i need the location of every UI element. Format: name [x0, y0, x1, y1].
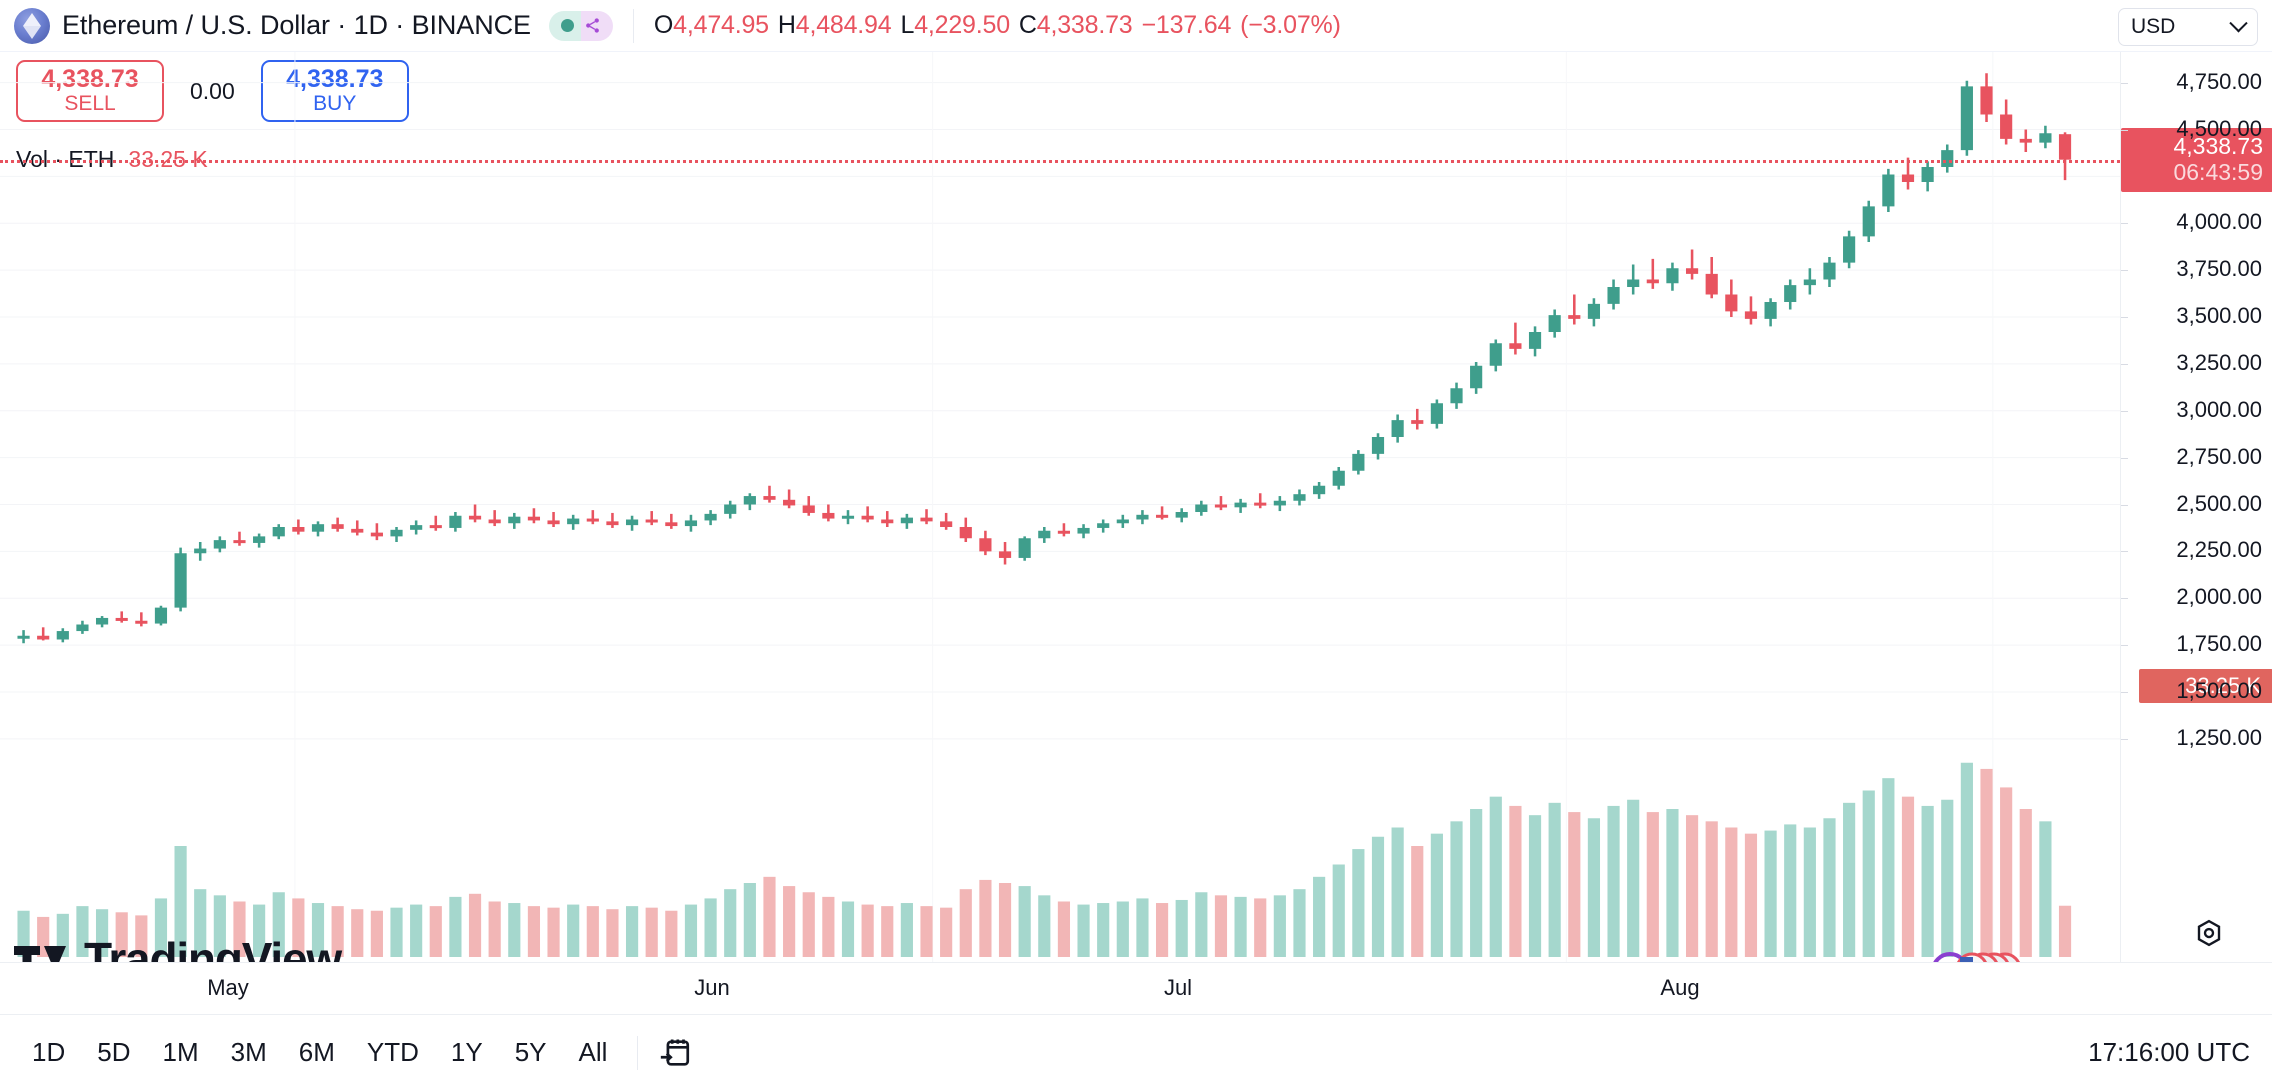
- price-axis-tick: [2121, 738, 2128, 740]
- timeframe-6m-button[interactable]: 6M: [298, 1037, 335, 1067]
- volume-legend-value: 33.25 K: [128, 146, 208, 172]
- price-axis-label: 1,500.00: [2176, 678, 2262, 703]
- price-axis-tick: [2121, 504, 2128, 506]
- price-axis-tick: [2121, 645, 2128, 647]
- timeframe-1y-button[interactable]: 1Y: [450, 1037, 483, 1067]
- current-price-value: 4,338.73: [2173, 132, 2263, 159]
- price-axis-tick: [2121, 270, 2128, 272]
- header-divider: [632, 8, 634, 43]
- price-axis-tick: [2121, 410, 2128, 412]
- symbol-title[interactable]: Ethereum / U.S. Dollar · 1D · BINANCE: [62, 10, 531, 40]
- price-axis-tick: [2121, 82, 2128, 84]
- volume-legend[interactable]: Vol · ETH 33.25 K: [16, 146, 208, 173]
- change-absolute: −137.64: [1141, 11, 1232, 39]
- price-axis-label: 1,750.00: [2176, 631, 2262, 657]
- toolbar-divider: [637, 1035, 639, 1070]
- spread-value: 0.00: [190, 77, 235, 104]
- sell-label: SELL: [64, 92, 116, 116]
- price-axis-tick: [2121, 363, 2128, 365]
- price-axis-label: 2,750.00: [2176, 443, 2262, 469]
- timeframe-buttons: 1D 5D 1M 3M 6M YTD 1Y 5Y All: [16, 1031, 623, 1074]
- current-price-line: [0, 159, 2120, 163]
- price-axis-label: 3,000.00: [2176, 396, 2262, 422]
- chart-header: Ethereum / U.S. Dollar · 1D · BINANCE O4…: [0, 0, 2272, 52]
- current-price-badge: 4,338.73 06:43:59: [2121, 127, 2272, 192]
- buy-button[interactable]: 4,338.73 BUY: [260, 60, 409, 122]
- timeframe-1d-button[interactable]: 1D: [32, 1037, 66, 1067]
- buy-label: BUY: [313, 92, 357, 116]
- currency-value: USD: [2131, 15, 2176, 38]
- price-axis-tick: [2121, 692, 2128, 693]
- price-axis[interactable]: 4,338.73 06:43:59 33.25 K 4,750.00 4,500.…: [2120, 52, 2272, 962]
- bottom-toolbar: 1D 5D 1M 3M 6M YTD 1Y 5Y All 17:16:00 UTC: [0, 1014, 2272, 1090]
- close-value: 4,338.73: [1036, 11, 1133, 39]
- open-value: 4,474.95: [673, 11, 769, 39]
- price-axis-label: 4,750.00: [2176, 68, 2262, 94]
- ohlc-values: O4,474.95 H4,484.94 L4,229.50 C4,338.73 −137…: [654, 11, 1341, 40]
- bar-countdown: 06:43:59: [2173, 158, 2263, 185]
- volume-legend-label: Vol · ETH: [16, 146, 115, 172]
- timeframe-5y-button[interactable]: 5Y: [514, 1037, 547, 1067]
- time-axis[interactable]: May Jun Jul Aug: [0, 962, 2272, 1014]
- chevron-down-icon: [2229, 13, 2248, 32]
- price-axis-label: 4,500.00: [2176, 115, 2262, 141]
- candlestick-plot: [0, 52, 2120, 962]
- price-axis-tick: [2121, 551, 2128, 553]
- price-axis-tick: [2121, 223, 2128, 225]
- timeframe-ytd-button[interactable]: YTD: [366, 1037, 419, 1067]
- price-axis-tick: [2121, 129, 2128, 131]
- time-axis-label: Jul: [1163, 975, 1193, 1000]
- flag-coins-decoration-icon: [1933, 952, 2020, 962]
- timeframe-3m-button[interactable]: 3M: [230, 1037, 267, 1067]
- market-status-badge[interactable]: [548, 10, 613, 41]
- price-axis-tick: [2121, 598, 2128, 600]
- timeframe-5d-button[interactable]: 5D: [97, 1037, 131, 1067]
- ethereum-icon: [14, 7, 50, 44]
- price-axis-tick: [2121, 457, 2128, 459]
- calendar-goto-date-icon[interactable]: [658, 1036, 692, 1070]
- market-open-dot-icon: [560, 19, 574, 32]
- currency-select[interactable]: USD: [2118, 8, 2258, 46]
- tradingview-logo-icon: [14, 946, 66, 962]
- trade-panel: 4,338.73 SELL 0.00 4,338.73 BUY: [16, 60, 409, 122]
- time-axis-label: May: [207, 975, 249, 1000]
- timeframe-all-button[interactable]: All: [578, 1037, 608, 1067]
- volume-badge: 33.25 K: [2139, 669, 2272, 704]
- price-axis-tick: [2121, 317, 2128, 318]
- tradingview-watermark: TradingView: [14, 932, 342, 962]
- sell-button[interactable]: 4,338.73 SELL: [16, 60, 164, 122]
- timeframe-1m-button[interactable]: 1M: [162, 1037, 199, 1067]
- time-axis-label: Aug: [1660, 975, 1700, 1000]
- time-axis-label: Jun: [694, 975, 730, 1000]
- price-axis-label: 4,000.00: [2176, 209, 2262, 235]
- high-label: H: [777, 11, 796, 39]
- price-axis-label: 3,250.00: [2176, 349, 2262, 375]
- low-label: L: [900, 11, 915, 39]
- change-percent: (−3.07%): [1240, 11, 1341, 39]
- session-clock[interactable]: 17:16:00 UTC: [2088, 1037, 2250, 1067]
- low-value: 4,229.50: [914, 11, 1010, 39]
- chart-canvas[interactable]: TradingView: [0, 52, 2120, 962]
- price-axis-label: 2,500.00: [2176, 490, 2262, 516]
- price-axis-label: 3,500.00: [2176, 303, 2262, 328]
- watermark-text: TradingView: [84, 933, 342, 962]
- chart-settings-gear-icon[interactable]: [2194, 918, 2224, 948]
- price-axis-label: 1,250.00: [2176, 724, 2262, 750]
- price-axis-label: 2,000.00: [2176, 584, 2262, 610]
- buy-price: 4,338.73: [286, 64, 384, 93]
- open-label: O: [653, 11, 674, 39]
- price-axis-label: 2,250.00: [2176, 537, 2262, 563]
- close-label: C: [1018, 11, 1037, 39]
- high-value: 4,484.94: [795, 11, 892, 39]
- price-axis-label: 3,750.00: [2176, 256, 2262, 282]
- sell-price: 4,338.73: [41, 64, 139, 93]
- header-badges: [548, 10, 613, 41]
- share-icon[interactable]: [584, 17, 601, 34]
